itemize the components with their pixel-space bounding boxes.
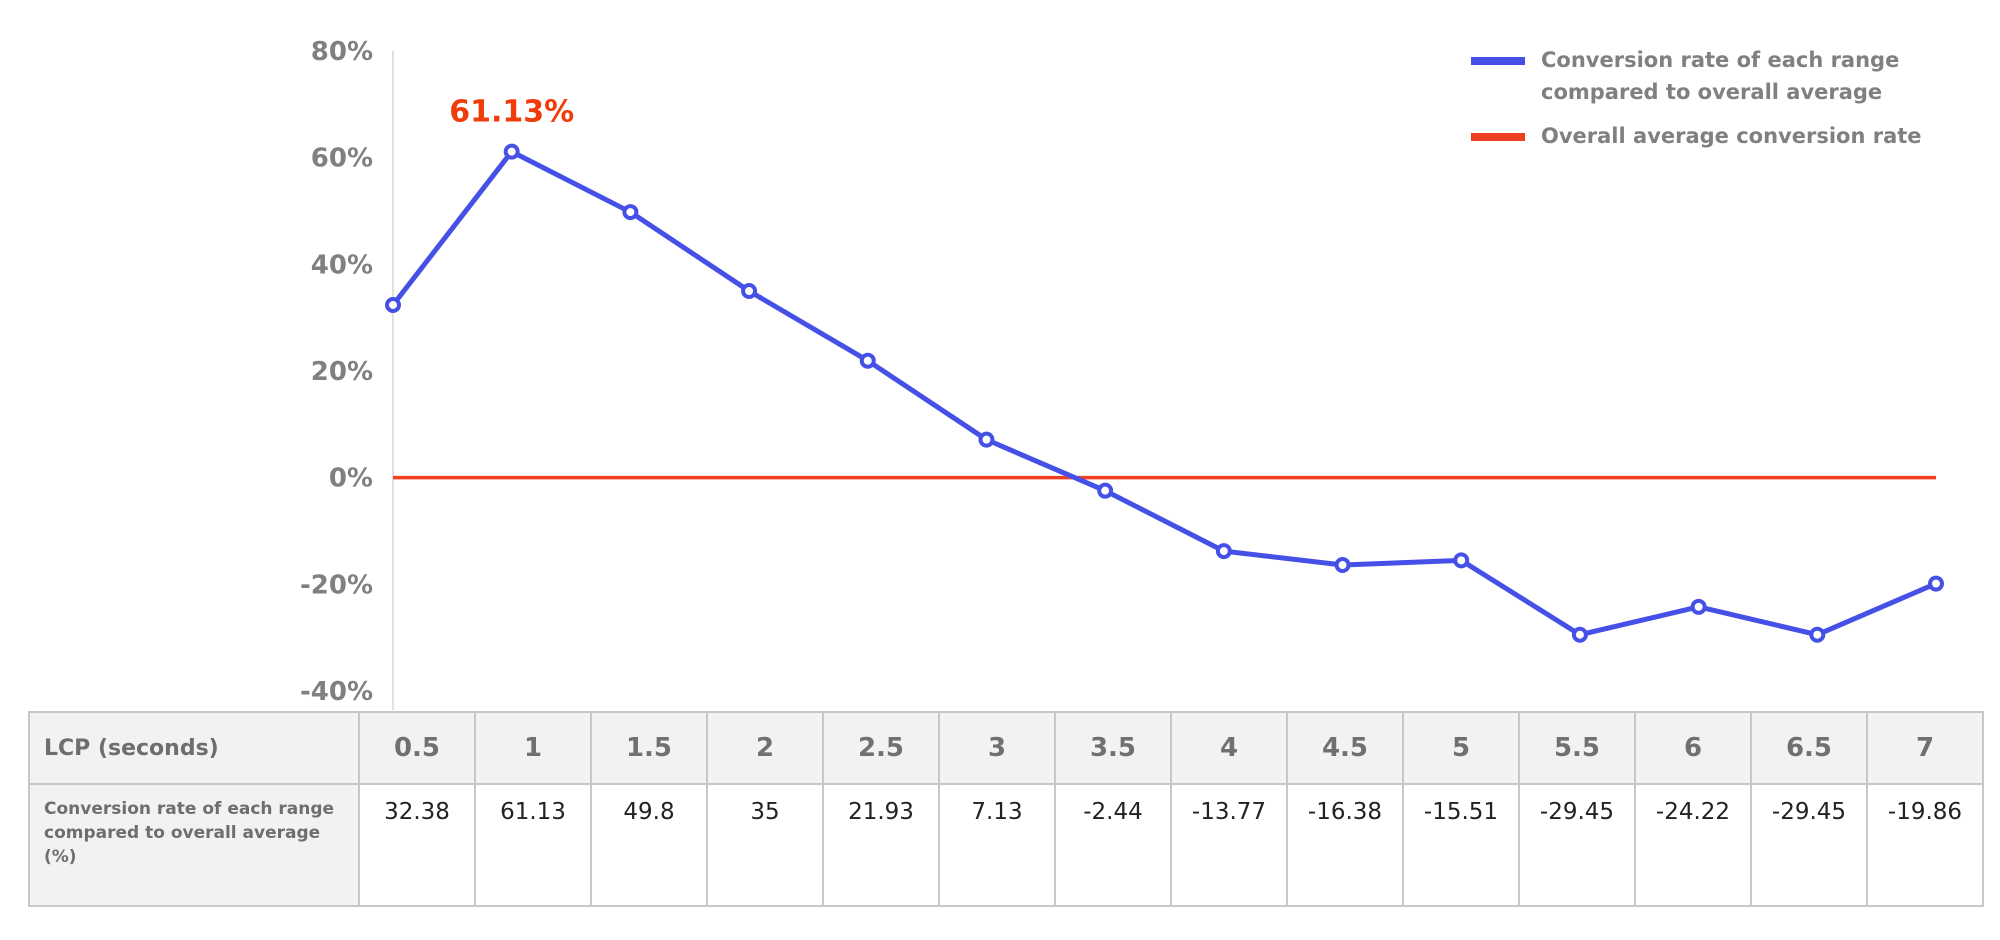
conversion-rate-line [391,149,1937,638]
lcp-cell: 6 [1634,711,1752,785]
conversion-cell: 21.93 [822,783,940,907]
row-header-conversion: Conversion rate of each range compared t… [28,783,360,907]
lcp-cell: 1 [474,711,592,785]
conversion-cell: -2.44 [1054,783,1172,907]
lcp-cell: 3 [938,711,1056,785]
y-tick-label: 80% [311,37,373,67]
y-tick-label: 40% [311,250,373,280]
data-point [1809,626,1826,643]
lcp-cell: 1.5 [590,711,708,785]
row-header-lcp: LCP (seconds) [28,711,360,785]
conversion-cell: -29.45 [1750,783,1868,907]
lcp-cell: 5.5 [1518,711,1636,785]
legend-swatch-blue [1471,57,1525,65]
lcp-cell: 6.5 [1750,711,1868,785]
conversion-cell: -19.86 [1866,783,1984,907]
data-point [1928,575,1944,592]
data-point [503,143,520,160]
lcp-cell: 2.5 [822,711,940,785]
y-tick-label: 60% [311,144,373,174]
conversion-cell: -16.38 [1286,783,1404,907]
y-tick-label: -40% [300,677,373,707]
line-chart: 80% 60% 40% 20% 0% -20% -40% 61.13% [300,37,1944,710]
conversion-cell: 61.13 [474,783,592,907]
data-point [1334,557,1351,574]
legend-item-conversion-rate: Conversion rate of each range compared t… [1471,44,1961,108]
y-tick-label: -20% [300,570,373,600]
data-point [859,352,876,369]
conversion-cell: -24.22 [1634,783,1752,907]
data-point [1215,543,1232,560]
legend-item-overall-average: Overall average conversion rate [1471,120,1961,152]
lcp-cell: 4 [1170,711,1288,785]
data-point [978,431,995,448]
lcp-cell: 5 [1402,711,1520,785]
data-point [1571,626,1588,643]
data-table: LCP (seconds) 0.5 1 1.5 2 2.5 3 3.5 4 4.5 5 5.5 6 6.… [28,711,1984,907]
data-point [1453,552,1470,569]
data-point [1097,482,1114,499]
lcp-cell: 4.5 [1286,711,1404,785]
lcp-cell: 2 [706,711,824,785]
legend-label: Overall average conversion rate [1541,124,1922,148]
conversion-cell: 7.13 [938,783,1056,907]
y-tick-label: 0% [329,464,373,494]
peak-annotation: 61.13% [449,95,574,130]
table-row-lcp: LCP (seconds) 0.5 1 1.5 2 2.5 3 3.5 4 4.5 5 5.5 6 6.… [28,711,1984,785]
legend: Conversion rate of each range compared t… [1471,44,1961,164]
legend-swatch-red [1471,133,1525,141]
conversion-cell: 49.8 [590,783,708,907]
conversion-cell: -29.45 [1518,783,1636,907]
conversion-cell: -13.77 [1170,783,1288,907]
lcp-cell: 3.5 [1054,711,1172,785]
conversion-cell: 35 [706,783,824,907]
y-tick-label: 20% [311,357,373,387]
data-point [622,204,639,221]
lcp-cell: 7 [1866,711,1984,785]
data-point [1690,598,1707,615]
lcp-cell: 0.5 [358,711,476,785]
conversion-cell: 32.38 [358,783,476,907]
legend-label: Conversion rate of each range compared t… [1541,48,1900,104]
conversion-cell: -15.51 [1402,783,1520,907]
data-point [741,283,758,299]
data-point [385,296,401,313]
table-row-conversion: Conversion rate of each range compared t… [28,783,1984,907]
